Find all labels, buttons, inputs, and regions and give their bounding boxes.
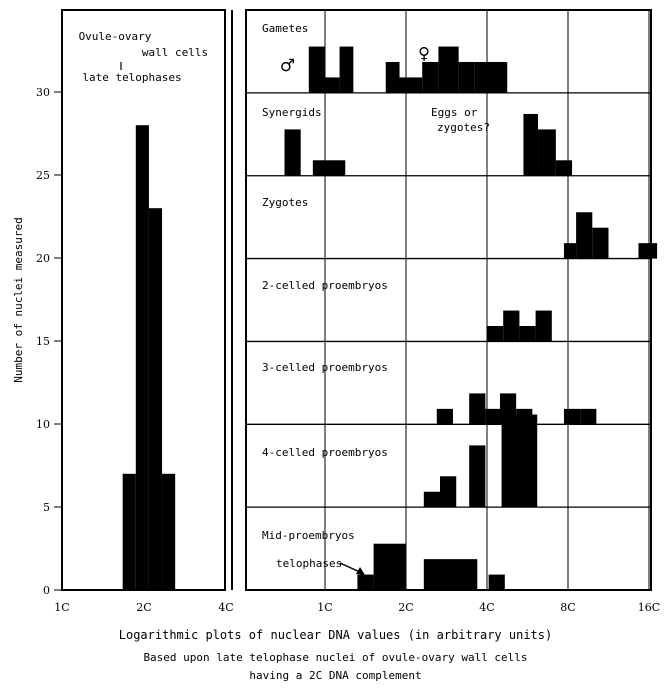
stage-label: Zygotes: [262, 196, 308, 209]
stage-bar: [535, 310, 552, 342]
y-tick-label: 20: [36, 252, 50, 265]
right-x-tick-label: 1C: [317, 601, 332, 614]
stage-bar: [576, 212, 593, 259]
stage-bar: [485, 408, 500, 425]
stage-bar: [538, 129, 556, 176]
stage-bar: [440, 476, 457, 508]
stage-bar: [503, 310, 520, 342]
stage-bar: [469, 445, 486, 508]
stage-bar: [357, 574, 374, 591]
left-panel-title-line: wall cells: [142, 46, 208, 59]
telophases-arrowhead: [356, 567, 365, 575]
stage-bar: [474, 61, 508, 93]
stage-bar: [469, 393, 486, 425]
stage-bar: [458, 61, 475, 93]
stage-bar: [438, 46, 459, 93]
left-x-tick-label: 4C: [218, 601, 233, 614]
stage-bar: [312, 160, 346, 176]
y-axis: 0 5 10 15 20 25 30: [36, 86, 62, 597]
stage-bar: [325, 77, 340, 93]
left-bar: [135, 125, 149, 590]
stage-label: 2-celled proembryos: [262, 279, 388, 292]
stage-bar: [563, 408, 581, 425]
left-bar: [162, 473, 176, 590]
y-tick-label: 25: [36, 169, 50, 182]
right-x-tick-label: 4C: [479, 601, 494, 614]
telophases-note: telophases: [276, 557, 342, 570]
stage-bar: [339, 46, 354, 93]
stage-bar: [580, 408, 597, 425]
right-panel-stages: Gametes Synergids Zygotes 2-celled proembry…: [245, 9, 660, 614]
caption-line-1: Based upon late telophase nuclei of ovul…: [143, 651, 528, 664]
left-x-tick-label: 2C: [136, 601, 151, 614]
stage-bar: [488, 574, 505, 591]
right-x-tick-label: 8C: [560, 601, 575, 614]
stage-bar: [592, 227, 609, 259]
stage-bar: [308, 46, 325, 93]
left-bar: [122, 473, 136, 590]
stage-bar: [501, 414, 538, 508]
left-bar: [148, 208, 163, 590]
stage-label: 3-celled proembryos: [262, 361, 388, 374]
y-tick-label: 0: [43, 584, 50, 597]
stage-bar: [436, 408, 453, 425]
eggs-note-line: Eggs or: [431, 106, 478, 119]
y-tick-label: 15: [36, 335, 50, 348]
y-tick-label: 10: [36, 418, 50, 431]
eggs-note-line: zygotes?: [437, 121, 490, 134]
stage-bar: [519, 326, 536, 342]
stage-bar: [373, 543, 406, 591]
stage-bar: [399, 77, 423, 93]
x-axis-label: Logarithmic plots of nuclear DNA values …: [118, 628, 553, 642]
stage-bar: [563, 243, 577, 259]
male-symbol: ♂: [281, 54, 295, 79]
right-x-tick-label: 16C: [638, 601, 660, 614]
stage-bar: [423, 559, 478, 591]
left-x-tick-label: 1C: [54, 601, 69, 614]
stage-label: Gametes: [262, 22, 308, 35]
left-panel-wall-cells: Ovule-ovary wall cells late telophases 1C 2C…: [54, 9, 234, 614]
stage-bar: [523, 113, 539, 176]
stage-bar: [284, 129, 301, 176]
stage-bar: [555, 160, 573, 176]
stage-bar: [422, 61, 439, 93]
left-panel-title-line: late telophases: [82, 71, 181, 84]
stage-bar: [638, 243, 658, 259]
female-symbol: ♀: [418, 41, 430, 65]
stage-label: Mid-proembryos: [262, 529, 355, 542]
right-x-tick-label: 2C: [398, 601, 413, 614]
left-panel-title-line: Ovule-ovary: [79, 30, 152, 43]
y-tick-label: 5: [43, 501, 50, 514]
y-tick-label: 30: [36, 86, 50, 99]
stage-bar: [487, 326, 504, 342]
stage-label: 4-celled proembryos: [262, 446, 388, 459]
y-axis-label: Number of nuclei measured: [12, 217, 25, 383]
stage-bar: [423, 491, 441, 508]
stage-label: Synergids: [262, 106, 322, 119]
caption-line-2: having a 2C DNA complement: [249, 669, 422, 682]
stage-bar: [385, 61, 400, 93]
